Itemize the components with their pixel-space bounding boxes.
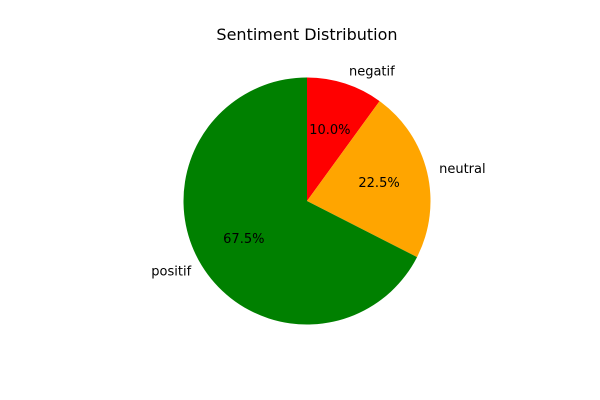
pie-slice-neutral xyxy=(307,101,431,258)
slice-percent-neutral: 22.5% xyxy=(358,176,399,191)
slice-label-neutral: neutral xyxy=(439,162,486,177)
pie-slice-negatif xyxy=(307,77,380,201)
pie-slice-positif xyxy=(183,77,418,325)
slice-label-positif: positif xyxy=(151,264,191,279)
slice-percent-positif: 67.5% xyxy=(223,232,264,247)
slice-percent-negatif: 10.0% xyxy=(309,123,350,138)
pie-slices xyxy=(183,77,431,325)
chart-title: Sentiment Distribution xyxy=(216,25,397,44)
pie-labels: negatif 10.0% neutral 22.5% positif 67.5% xyxy=(151,64,485,279)
slice-label-negatif: negatif xyxy=(349,64,395,79)
